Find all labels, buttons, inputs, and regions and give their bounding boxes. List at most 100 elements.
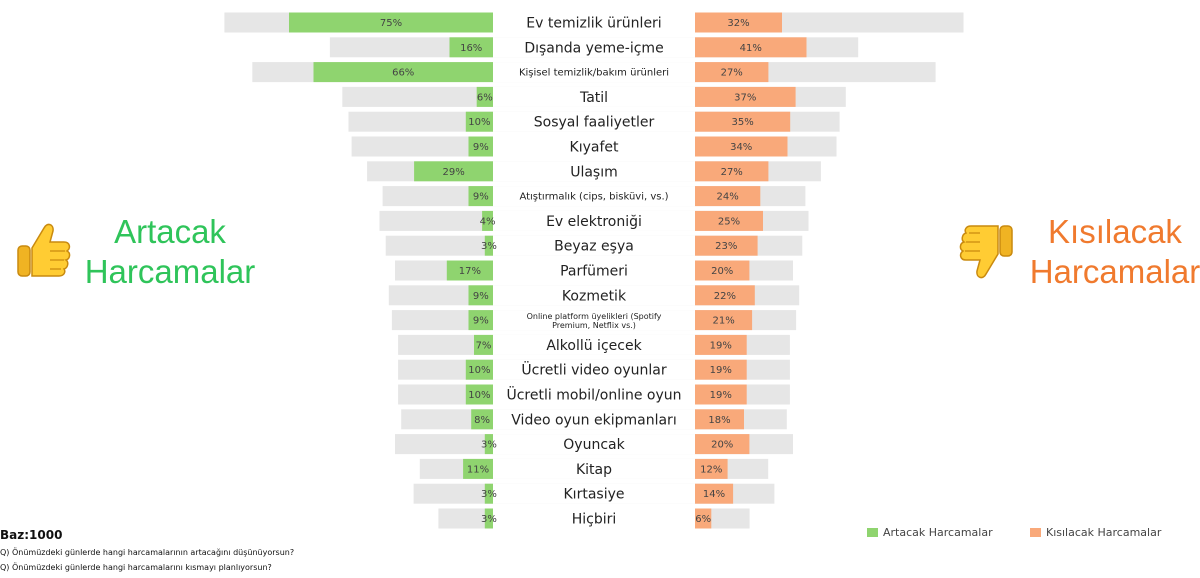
increase-value-label: 10% xyxy=(468,117,490,128)
decrease-bar xyxy=(695,334,747,355)
category-label: Kırtasiye xyxy=(564,487,625,503)
decrease-value-label: 35% xyxy=(731,117,753,128)
increase-bar xyxy=(465,384,493,405)
category-label-box xyxy=(493,62,695,83)
increase-value-label: 10% xyxy=(468,390,490,401)
category-label: Alkollü içecek xyxy=(546,338,642,354)
increase-value-label: 9% xyxy=(473,291,489,302)
decrease-bar xyxy=(695,359,747,380)
decrease-value-label: 14% xyxy=(703,489,725,500)
thumbs-down-icon xyxy=(959,225,1013,279)
increase-bar xyxy=(414,161,493,182)
increase-bar xyxy=(484,483,493,504)
category-label: Oyuncak xyxy=(563,437,625,453)
decrease-bar xyxy=(695,508,712,529)
decrease-value-label: 25% xyxy=(718,216,740,227)
increase-value-label: 9% xyxy=(473,316,489,327)
decrease-value-label: 37% xyxy=(734,92,756,103)
category-label-box xyxy=(493,186,695,207)
thumbs-up-icon xyxy=(17,223,71,277)
increase-bar xyxy=(471,409,493,430)
legend-label-increase: Artacak Harcamalar xyxy=(883,525,993,539)
decrease-value-label: 23% xyxy=(715,241,737,252)
decrease-value-label: 12% xyxy=(700,464,722,475)
category-label-box xyxy=(493,458,695,479)
category-label: Ücretli video oyunlar xyxy=(521,361,666,379)
category-label: Tatil xyxy=(579,90,608,106)
category-label-box xyxy=(493,235,695,256)
decrease-value-label: 19% xyxy=(710,340,732,351)
category-label-box xyxy=(493,136,695,157)
decrease-label-line1: Kısılacak xyxy=(1048,213,1182,250)
increase-label-line1: Artacak xyxy=(114,213,226,250)
increase-label-line2: Harcamalar xyxy=(84,253,256,290)
increase-bar xyxy=(468,310,493,331)
category-label: Dışanda yeme-içme xyxy=(524,40,663,56)
decrease-bar xyxy=(695,285,755,306)
increase-value-label: 4% xyxy=(480,216,496,227)
category-label-box xyxy=(493,12,695,33)
increase-value-label: 11% xyxy=(467,464,489,475)
category-label: Kıyafet xyxy=(570,140,619,156)
increase-bar xyxy=(468,136,493,157)
category-label: Ev temizlik ürünleri xyxy=(526,16,661,32)
decrease-value-label: 34% xyxy=(730,142,752,153)
category-label-box xyxy=(493,384,695,405)
increase-value-label: 3% xyxy=(481,514,497,525)
category-label: Video oyun ekipmanları xyxy=(511,412,676,428)
increase-bar xyxy=(289,12,493,33)
increase-bar xyxy=(468,186,493,207)
decrease-bar xyxy=(695,409,744,430)
increase-side-label: Artacak Harcamalar xyxy=(80,212,260,292)
question-increase-note: Q) Önümüzdeki günlerde hangi harcamaları… xyxy=(0,548,295,557)
category-label: Kitap xyxy=(576,462,612,478)
increase-value-label: 3% xyxy=(481,440,497,451)
category-label: Kozmetik xyxy=(562,288,627,304)
increase-bar xyxy=(465,359,493,380)
category-label-box xyxy=(493,409,695,430)
base-size-note: Baz:1000 xyxy=(0,528,63,542)
category-label-box xyxy=(493,111,695,132)
decrease-bar xyxy=(695,434,750,455)
category-label: Sosyal faaliyetler xyxy=(534,115,655,131)
category-label: Parfümeri xyxy=(560,264,628,280)
increase-bar xyxy=(449,37,493,58)
increase-value-label: 16% xyxy=(460,43,482,54)
decrease-bar xyxy=(695,12,782,33)
category-label-box xyxy=(493,260,695,281)
decrease-value-label: 18% xyxy=(708,415,730,426)
legend-item-increase: Artacak Harcamalar xyxy=(867,524,993,540)
decrease-value-label: 20% xyxy=(711,440,733,451)
category-label-box xyxy=(493,310,695,331)
decrease-bar xyxy=(695,62,769,83)
decrease-bar xyxy=(695,161,769,182)
category-label-box xyxy=(493,37,695,58)
legend-item-decrease: Kısılacak Harcamalar xyxy=(1030,524,1161,540)
increase-value-label: 9% xyxy=(473,192,489,203)
decrease-value-label: 19% xyxy=(710,390,732,401)
increase-value-label: 66% xyxy=(392,68,414,79)
category-label-box xyxy=(493,210,695,231)
decrease-bar xyxy=(695,483,734,504)
decrease-bar xyxy=(695,260,750,281)
increase-value-label: 10% xyxy=(468,365,490,376)
category-label: Kişisel temizlik/bakım ürünleri xyxy=(519,68,669,79)
increase-bar xyxy=(463,458,493,479)
decrease-value-label: 32% xyxy=(727,18,749,29)
decrease-side-label: Kısılacak Harcamalar xyxy=(1025,212,1200,292)
increase-bar xyxy=(474,334,493,355)
increase-bar xyxy=(484,508,493,529)
legend-label-decrease: Kısılacak Harcamalar xyxy=(1046,525,1162,539)
category-label-box xyxy=(493,285,695,306)
increase-value-label: 3% xyxy=(481,241,497,252)
increase-bar xyxy=(484,434,493,455)
decrease-bar xyxy=(695,384,747,405)
decrease-value-label: 41% xyxy=(740,43,762,54)
decrease-bar xyxy=(695,86,796,107)
decrease-bar xyxy=(695,310,753,331)
increase-value-label: 3% xyxy=(481,489,497,500)
category-label-box xyxy=(493,161,695,182)
category-label-box xyxy=(493,434,695,455)
increase-bar xyxy=(465,111,493,132)
